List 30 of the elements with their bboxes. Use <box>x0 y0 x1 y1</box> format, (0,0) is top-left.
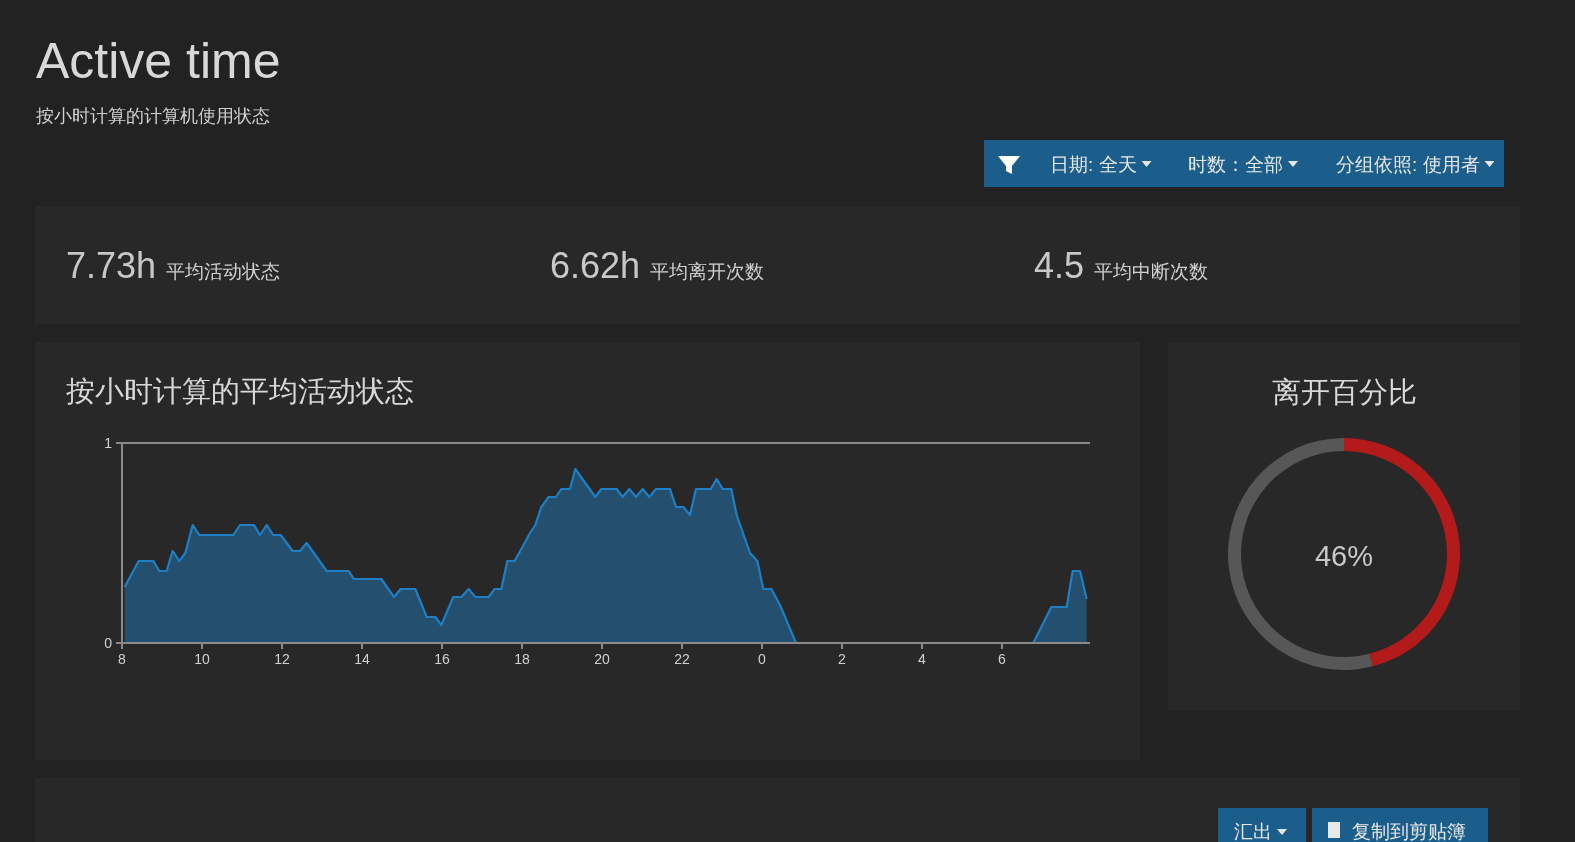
x-tick-label: 14 <box>354 651 370 667</box>
text: 按小时计算的计算机使用状态 <box>36 106 270 126</box>
text: 日期: 全天 <box>1050 154 1137 175</box>
x-tick-label: 4 <box>918 651 927 667</box>
x-tick-label: 20 <box>594 651 610 667</box>
text: 时数：全部 <box>1188 154 1283 175</box>
text: 复制到剪贴簿 <box>1352 821 1466 842</box>
y-tick-label: 1 <box>104 435 113 451</box>
x-tick-label: 12 <box>274 651 290 667</box>
x-tick-label: 18 <box>514 651 530 667</box>
text: 6.62h <box>550 245 641 286</box>
x-tick-label: 16 <box>434 651 450 667</box>
text: 分组依照: 使用者 <box>1336 154 1480 175</box>
text: 46% <box>1314 540 1374 572</box>
x-tick-label: 10 <box>194 651 210 667</box>
x-tick-label: 8 <box>118 651 127 667</box>
chart-title: 离开百分比 <box>1271 376 1417 408</box>
text: 汇出 <box>1234 821 1272 842</box>
x-tick-label: 6 <box>998 651 1007 667</box>
text: 7.73h <box>66 245 157 286</box>
x-tick-label: 2 <box>838 651 847 667</box>
text: 4.5 <box>1034 245 1085 286</box>
x-tick-label: 0 <box>758 651 767 667</box>
text: 平均中断次数 <box>1094 261 1209 282</box>
text: 平均活动状态 <box>166 261 281 282</box>
text: 平均离开次数 <box>650 261 765 282</box>
text: Active time <box>36 33 281 89</box>
donut-slice <box>1228 438 1373 670</box>
chart-title: 按小时计算的平均活动状态 <box>66 375 414 407</box>
x-tick-label: 22 <box>674 651 690 667</box>
